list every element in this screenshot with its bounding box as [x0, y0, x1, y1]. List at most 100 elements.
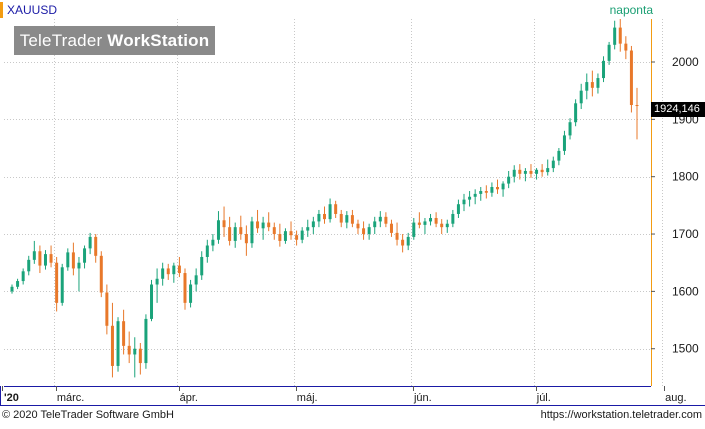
candle-body [211, 239, 215, 246]
candle-body [635, 105, 639, 107]
source-url[interactable]: https://workstation.teletrader.com [540, 409, 702, 421]
candle-body [579, 90, 583, 104]
candle-body [66, 252, 70, 268]
candles [10, 19, 639, 378]
candle-body [434, 217, 438, 224]
candle-body [389, 223, 393, 233]
x-tick-label: '20 [4, 392, 19, 404]
candle-body [607, 44, 611, 61]
candle-body [412, 222, 416, 237]
candle-body [155, 278, 159, 285]
candle-body [138, 348, 142, 364]
candle-body [568, 122, 572, 136]
x-tick-label: máj. [297, 392, 318, 404]
candle-body [32, 251, 36, 260]
candle-body [401, 239, 405, 246]
candle-body [166, 268, 170, 275]
candle-body [484, 191, 488, 193]
brand-name-bold: WorkStation [107, 31, 210, 50]
candle-body [378, 216, 382, 222]
x-tick-label: júl. [536, 392, 551, 404]
candle-body [507, 176, 511, 184]
candle-body [127, 345, 131, 355]
candle-body [523, 170, 527, 174]
candle-body [122, 321, 126, 346]
x-tick-label: jún. [413, 392, 432, 404]
y-tick-label: 1500 [672, 342, 699, 356]
candle-body [468, 196, 472, 200]
candle-body [540, 169, 544, 173]
candle-body [512, 169, 516, 177]
candle-body [94, 236, 98, 256]
candle-body [239, 227, 243, 235]
y-tick-label: 2000 [672, 55, 699, 69]
copyright-text: © 2020 TeleTrader Software GmbH [2, 409, 174, 421]
candle-body [16, 281, 20, 287]
candle-body [311, 221, 315, 228]
candle-body [216, 220, 220, 240]
candle-body [557, 150, 561, 161]
candle-body [473, 193, 477, 197]
candle-body [144, 318, 148, 364]
candle-body [562, 135, 566, 151]
candle-body [116, 321, 120, 366]
grid-layer [4, 19, 663, 386]
candle-body [43, 254, 47, 266]
candle-body [55, 262, 59, 303]
candle-body [49, 254, 53, 263]
candle-body [38, 251, 42, 266]
brand-watermark: TeleTrader WorkStation [14, 26, 215, 55]
candle-body [345, 215, 349, 223]
candle-body [429, 217, 433, 222]
candle-body [278, 234, 282, 241]
candle-body [574, 103, 578, 123]
candle-body [440, 223, 444, 228]
candle-body [233, 227, 237, 241]
candle-body [88, 236, 92, 249]
candle-body [183, 273, 187, 303]
candle-body [323, 213, 326, 220]
candle-body [362, 228, 366, 235]
candle-body [479, 191, 483, 194]
candle-body [328, 204, 332, 220]
candle-body [456, 204, 460, 214]
candle-body [228, 227, 232, 241]
candle-body [350, 215, 354, 224]
candle-body [189, 284, 193, 303]
candle-body [177, 265, 181, 274]
candle-body [339, 213, 343, 223]
y-tick-label: 1800 [672, 170, 699, 184]
candle-body [200, 256, 204, 276]
last-price-badge: 1924,146 [651, 102, 705, 117]
period-label[interactable]: naponta [609, 3, 653, 17]
candle-body [60, 267, 64, 303]
candle-body [356, 223, 360, 229]
candle-body [451, 213, 455, 224]
candle-body [395, 232, 399, 240]
candle-body [272, 227, 276, 235]
candle-body [535, 169, 539, 174]
x-tick-label: márc. [57, 392, 84, 404]
candle-body [205, 245, 209, 257]
candle-body [267, 222, 271, 228]
candle-body [10, 286, 14, 292]
candle-body [110, 325, 114, 366]
candle-body [283, 231, 287, 241]
candle-body [27, 259, 31, 272]
candle-body [618, 27, 622, 44]
candle-body [367, 227, 371, 235]
x-tick-label: ápr. [180, 392, 198, 404]
candle-body [406, 236, 410, 246]
candle-body [21, 271, 25, 282]
symbol-label[interactable]: XAUUSD [0, 2, 57, 18]
candle-body [445, 223, 449, 228]
candle-body [334, 204, 338, 214]
candle-body [244, 234, 248, 244]
candle-body [150, 284, 154, 319]
candle-body [83, 248, 87, 263]
candle-body [172, 265, 176, 275]
candle-body [261, 222, 265, 229]
candle-body [295, 235, 299, 240]
